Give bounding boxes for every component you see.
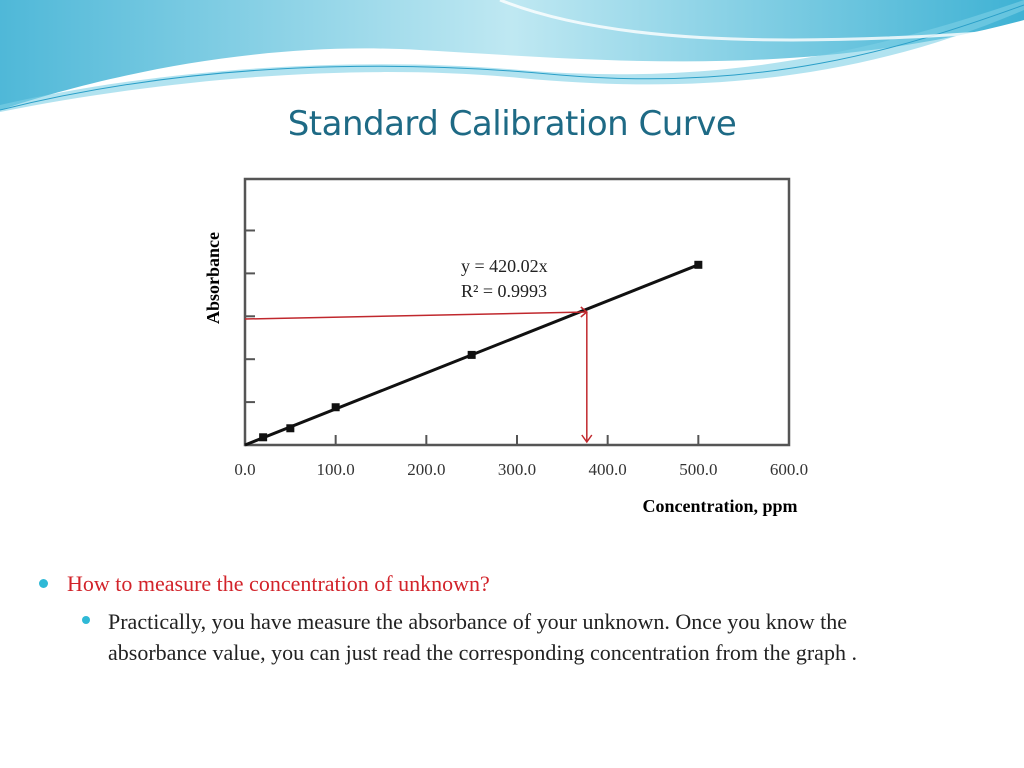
chart: Absorbance Concentration, ppm 0.0 100.0 20… <box>203 170 809 516</box>
bullet-text: Practically, you have measure the absorb… <box>108 609 857 665</box>
unknown-absorbance-line <box>244 311 587 320</box>
r-squared: R² = 0.9993 <box>461 281 547 301</box>
x-tick-label: 100.0 <box>317 460 355 479</box>
slide-title: Standard Calibration Curve <box>287 104 737 144</box>
arrow-head <box>581 434 593 444</box>
x-tick-label: 0.0 <box>234 460 255 479</box>
data-point <box>259 433 268 442</box>
x-tick-label: 600.0 <box>770 460 808 479</box>
bullet <box>82 616 90 624</box>
x-tick-label: 500.0 <box>679 460 717 479</box>
plot-background <box>236 170 802 486</box>
data-point <box>467 350 476 359</box>
x-tick-label: 200.0 <box>407 460 445 479</box>
bullet-text: How to measure the concentration of unkn… <box>67 571 490 596</box>
data-point <box>694 260 703 269</box>
x-tick-label: 300.0 <box>498 460 536 479</box>
bullet <box>39 579 48 588</box>
data-point <box>331 403 340 412</box>
data-point <box>286 424 295 433</box>
header-wave <box>0 0 1024 112</box>
x-axis-label: Concentration, ppm <box>642 496 797 516</box>
x-tick-label: 400.0 <box>589 460 627 479</box>
equation: y = 420.02x <box>461 256 548 276</box>
y-axis-label: Absorbance <box>203 232 223 324</box>
